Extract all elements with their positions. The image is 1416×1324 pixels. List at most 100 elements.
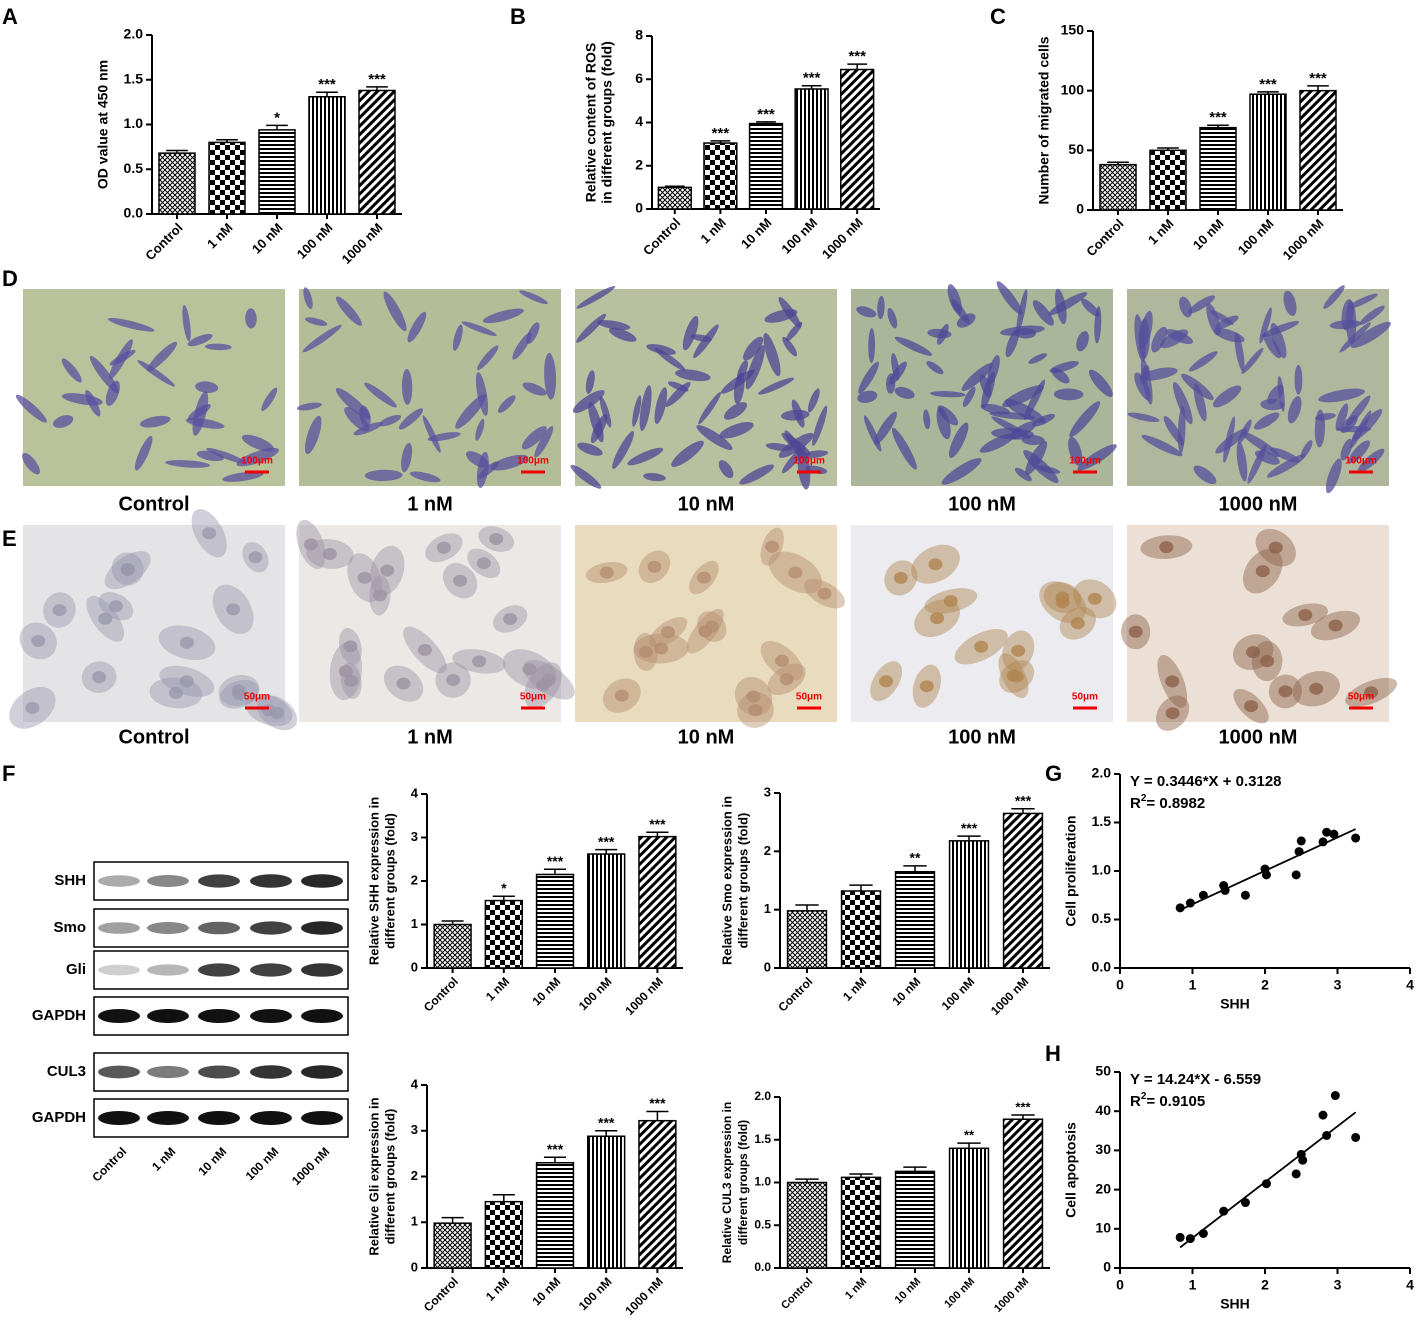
cell	[165, 460, 211, 468]
cell	[544, 352, 557, 400]
micrograph: 50μm	[575, 525, 846, 728]
blot-band	[301, 1009, 343, 1023]
cell	[733, 372, 745, 405]
cell	[61, 358, 82, 383]
cell	[1241, 347, 1264, 374]
micrograph: 100μm	[1127, 285, 1391, 494]
x-tick-label: 1000 nM	[339, 220, 386, 267]
cell	[597, 320, 631, 330]
nucleus	[654, 642, 669, 655]
bar	[894, 1170, 936, 1269]
y-axis-label: OD value at 450 nm	[95, 60, 111, 189]
data-point	[1318, 837, 1328, 847]
x-tick-label: 4	[1406, 977, 1414, 993]
cell	[868, 328, 876, 364]
cell	[739, 464, 775, 485]
nucleus	[661, 626, 676, 639]
nucleus	[765, 540, 780, 553]
cell	[1212, 385, 1242, 408]
x-tick-label: 0	[1116, 977, 1124, 993]
blot-band	[98, 1009, 140, 1023]
blot-protein-label: Gli	[66, 961, 86, 978]
blot-band	[98, 1111, 140, 1125]
cell	[1241, 431, 1280, 458]
cell	[1177, 406, 1186, 454]
bar	[948, 1147, 990, 1269]
cell	[187, 333, 213, 347]
nucleus	[372, 589, 387, 602]
y-axis-label: different groups (fold)	[736, 1120, 750, 1245]
r-value: = 0.8982	[1146, 795, 1205, 812]
x-tick-label: 1000 nM	[992, 1276, 1031, 1315]
y-axis-label: in different groups (fold)	[599, 41, 615, 204]
bar	[1299, 89, 1337, 211]
cell	[572, 390, 605, 413]
cell	[1287, 396, 1302, 424]
cell	[1300, 440, 1313, 459]
y-tick-label: 1.5	[124, 70, 144, 86]
cell	[476, 451, 489, 488]
cell	[743, 336, 764, 361]
y-tick-label: 150	[1061, 22, 1085, 38]
cell	[807, 388, 820, 413]
nucleus	[779, 673, 794, 686]
cell	[894, 336, 933, 356]
cell	[261, 387, 278, 412]
nucleus	[261, 704, 276, 717]
cell	[1345, 300, 1357, 345]
y-axis-label: Relative CUL3 expression in	[720, 1102, 734, 1263]
bar	[158, 152, 196, 215]
significance: ***	[368, 71, 386, 88]
cell	[1335, 403, 1349, 431]
cell	[643, 472, 666, 482]
cell	[401, 442, 413, 473]
significance: ***	[1015, 1099, 1031, 1114]
cell	[1077, 444, 1117, 471]
blot-lane-label: 100 nM	[243, 1144, 282, 1183]
y-tick-label: 20	[1095, 1180, 1111, 1196]
blot-protein-label: GAPDH	[32, 1109, 86, 1126]
scale-bar-label: 50μm	[796, 692, 822, 703]
nucleus	[1278, 685, 1293, 698]
nucleus	[303, 538, 318, 551]
nucleus	[453, 574, 468, 587]
y-tick-label: 2.0	[124, 26, 144, 42]
nucleus	[879, 675, 894, 688]
cell	[1188, 351, 1218, 372]
y-tick-label: 8	[635, 27, 643, 43]
x-tick-label: Control	[779, 1276, 815, 1312]
y-tick-label: 1	[411, 916, 418, 931]
cell	[696, 425, 733, 451]
x-tick-label: 1	[1189, 1277, 1197, 1293]
scale-bar-label: 50μm	[520, 692, 546, 703]
cell	[335, 388, 371, 420]
nucleus	[357, 571, 372, 584]
cell	[296, 402, 322, 411]
cell	[778, 296, 801, 328]
cell	[856, 306, 877, 318]
nucleus	[536, 679, 551, 692]
nucleus	[919, 680, 934, 693]
x-tick-label: 1000 nM	[988, 974, 1031, 1017]
cell	[475, 372, 489, 416]
nucleus	[774, 654, 789, 667]
nucleus	[974, 640, 989, 653]
r-symbol: R	[1130, 795, 1141, 812]
bar	[535, 1162, 575, 1269]
cell	[894, 386, 915, 399]
cell	[1002, 385, 1044, 408]
cell	[874, 411, 897, 445]
bar	[1002, 1118, 1044, 1269]
y-tick-label: 1	[764, 901, 771, 916]
nucleus	[343, 640, 358, 653]
cell	[1048, 292, 1088, 316]
significance: ***	[712, 125, 730, 142]
x-tick-label: 10 nM	[249, 220, 286, 257]
nucleus	[1328, 619, 1343, 632]
cell	[302, 324, 342, 353]
x-tick-label: Control	[640, 215, 683, 258]
nucleus	[1165, 707, 1180, 720]
panel-letter: A	[2, 4, 18, 29]
cell	[204, 343, 232, 351]
